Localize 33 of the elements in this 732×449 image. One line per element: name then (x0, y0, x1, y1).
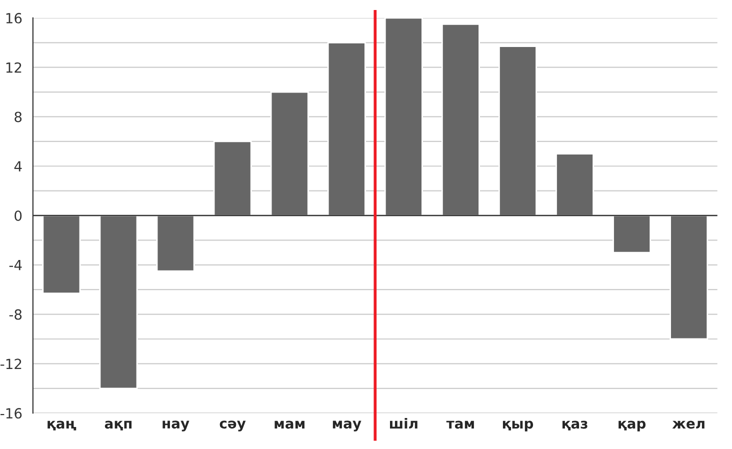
x-tick-label: там (446, 420, 474, 429)
x-tick-label: ақп (104, 420, 132, 430)
x-tick-label: нау (162, 420, 190, 432)
x-tick-label: мау (332, 420, 362, 432)
bar (270, 91, 309, 216)
bar (42, 214, 81, 294)
y-tick-label: -16 (0, 408, 22, 419)
x-tick-label: қаң (48, 420, 76, 430)
x-tick-label: сәу (220, 420, 246, 432)
bar (612, 214, 652, 254)
y-tick-label: 8 (14, 112, 22, 122)
x-tick-label: қар (618, 420, 646, 432)
x-tick-label: қаз (562, 420, 588, 430)
bar (213, 140, 252, 216)
bar (498, 46, 537, 216)
x-tick-label: қыр (502, 420, 534, 432)
x-tick-label: жел (672, 420, 704, 429)
y-tick-label: 12 (6, 62, 22, 73)
bar (441, 23, 480, 216)
bar (384, 18, 423, 216)
y-tick-label: -12 (0, 358, 22, 369)
bar (99, 214, 138, 390)
y-tick-label: -4 (9, 260, 22, 270)
x-tick-label: мам (274, 420, 304, 429)
bar (556, 153, 594, 216)
bar (327, 42, 366, 216)
bar (670, 214, 708, 340)
y-tick-label: 4 (14, 161, 22, 172)
bar (156, 214, 195, 272)
y-tick-label: 0 (14, 210, 22, 221)
y-tick-label: -8 (9, 309, 22, 320)
y-tick-label: 16 (6, 12, 22, 24)
x-tick-label: шіл (390, 418, 418, 428)
